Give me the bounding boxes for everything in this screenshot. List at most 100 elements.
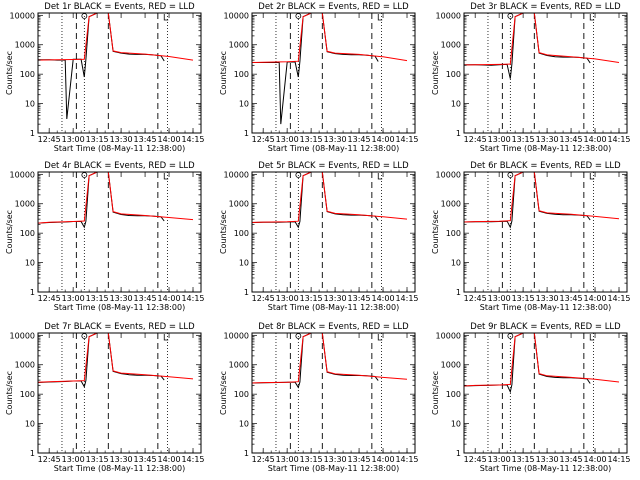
x-tick-label: 13:00 (276, 294, 299, 303)
y-tick-label: 10 (25, 259, 35, 268)
y-tick-label: 10 (451, 420, 461, 429)
x-tick-label: 14:15 (395, 294, 418, 303)
y-tick-label: 10000 (224, 331, 249, 340)
x-tick-label: 13:00 (276, 135, 299, 144)
panel-title: Det 3r BLACK = Events, RED = LLD (470, 2, 621, 12)
x-tick-label: 14:15 (607, 455, 630, 464)
x-tick-label: 14:00 (372, 294, 395, 303)
x-tick-label: 14:00 (158, 455, 181, 464)
lld-series-line (252, 13, 408, 63)
lld-series-line (252, 333, 408, 384)
x-axis-label: Start Time (08-May-11 12:38:00) (268, 464, 399, 473)
y-tick-label: 10000 (436, 170, 461, 179)
y-tick-label: 1000 (441, 200, 461, 209)
x-tick-label: 14:00 (584, 135, 607, 144)
y-tick-label: 10 (239, 259, 249, 268)
y-axis-label: Counts/sec (219, 51, 228, 95)
x-tick-label: 14:15 (607, 294, 630, 303)
x-tick-label: 13:30 (324, 294, 347, 303)
lld-series-line (464, 172, 620, 223)
y-tick-label: 10000 (10, 11, 35, 20)
x-tick-label: 13:00 (62, 455, 85, 464)
y-tick-label: 100 (20, 390, 35, 399)
x-tick-label: 12:45 (252, 455, 275, 464)
x-tick-label: 13:30 (536, 294, 559, 303)
x-tick-label: 14:15 (395, 455, 418, 464)
plot-frame (251, 12, 416, 134)
top-bracket-marker (589, 173, 595, 180)
x-tick-label: 13:00 (488, 135, 511, 144)
y-tick-label: 1 (244, 129, 249, 138)
x-tick-label: 14:00 (158, 135, 181, 144)
x-tick-label: 13:45 (560, 455, 583, 464)
lld-series-line (252, 172, 408, 223)
top-bracket-marker (163, 173, 169, 180)
x-tick-label: 13:30 (324, 455, 347, 464)
y-tick-label: 100 (446, 229, 461, 238)
y-tick-label: 100 (446, 390, 461, 399)
lld-series-line (464, 13, 620, 66)
x-tick-label: 13:00 (62, 135, 85, 144)
y-tick-label: 10 (451, 259, 461, 268)
x-tick-label: 12:45 (464, 294, 487, 303)
y-tick-label: 1000 (441, 361, 461, 370)
y-tick-label: 1 (244, 449, 249, 458)
x-tick-label: 13:45 (134, 455, 157, 464)
y-tick-label: 10 (25, 100, 35, 109)
plot-frame (463, 171, 628, 293)
x-tick-label: 13:30 (536, 135, 559, 144)
panel-title: Det 5r BLACK = Events, RED = LLD (258, 161, 409, 171)
lld-series-line (38, 13, 194, 61)
y-tick-label: 1 (456, 288, 461, 297)
x-tick-label: 12:45 (252, 135, 275, 144)
y-axis-label: Counts/sec (431, 210, 440, 254)
x-axis-label: Start Time (08-May-11 12:38:00) (54, 144, 185, 153)
x-tick-label: 13:00 (276, 455, 299, 464)
y-tick-label: 10 (451, 100, 461, 109)
x-tick-label: 14:00 (372, 135, 395, 144)
top-bracket-marker (377, 173, 383, 180)
x-axis-label: Start Time (08-May-11 12:38:00) (54, 303, 185, 312)
panel-title: Det 8r BLACK = Events, RED = LLD (258, 322, 409, 332)
y-tick-label: 10 (239, 100, 249, 109)
plot-frame (463, 332, 628, 454)
x-tick-label: 13:15 (86, 135, 109, 144)
y-tick-label: 1 (30, 129, 35, 138)
top-bracket-marker (377, 334, 383, 341)
detector-panel: Det 3r BLACK = Events, RED = LLD 1 10 100 10… (431, 2, 631, 153)
x-tick-label: 14:15 (181, 294, 204, 303)
y-tick-label: 10000 (436, 331, 461, 340)
events-series-line (252, 333, 379, 389)
plot-frame (37, 171, 202, 293)
x-tick-label: 13:15 (512, 294, 535, 303)
y-tick-label: 1000 (229, 200, 249, 209)
y-tick-label: 1 (456, 129, 461, 138)
y-tick-label: 1000 (441, 41, 461, 50)
x-axis-label: Start Time (08-May-11 12:38:00) (480, 464, 611, 473)
panel-title: Det 4r BLACK = Events, RED = LLD (44, 161, 195, 171)
y-tick-label: 1 (244, 288, 249, 297)
y-tick-label: 100 (234, 70, 249, 79)
y-tick-label: 10000 (224, 170, 249, 179)
events-series-line (464, 333, 591, 394)
x-tick-label: 13:15 (300, 455, 323, 464)
y-tick-label: 100 (234, 229, 249, 238)
x-tick-label: 13:45 (134, 294, 157, 303)
detector-panel: Det 4r BLACK = Events, RED = LLD 1 10 100 10… (5, 161, 205, 312)
detector-panel: Det 8r BLACK = Events, RED = LLD 1 10 100 10… (219, 322, 419, 473)
x-tick-label: 13:00 (62, 294, 85, 303)
detector-panel: Det 6r BLACK = Events, RED = LLD 1 10 100 10… (431, 161, 631, 312)
panel-title: Det 2r BLACK = Events, RED = LLD (258, 2, 409, 12)
plot-frame (37, 332, 202, 454)
x-tick-label: 13:15 (512, 135, 535, 144)
x-tick-label: 13:30 (536, 455, 559, 464)
x-tick-label: 13:45 (560, 135, 583, 144)
y-tick-label: 1 (30, 449, 35, 458)
events-series-line (252, 172, 379, 229)
x-axis-label: Start Time (08-May-11 12:38:00) (54, 464, 185, 473)
x-tick-label: 13:45 (348, 135, 371, 144)
top-bracket-marker (377, 14, 383, 21)
x-tick-label: 13:15 (300, 294, 323, 303)
plot-frame (251, 332, 416, 454)
x-tick-label: 13:45 (560, 294, 583, 303)
